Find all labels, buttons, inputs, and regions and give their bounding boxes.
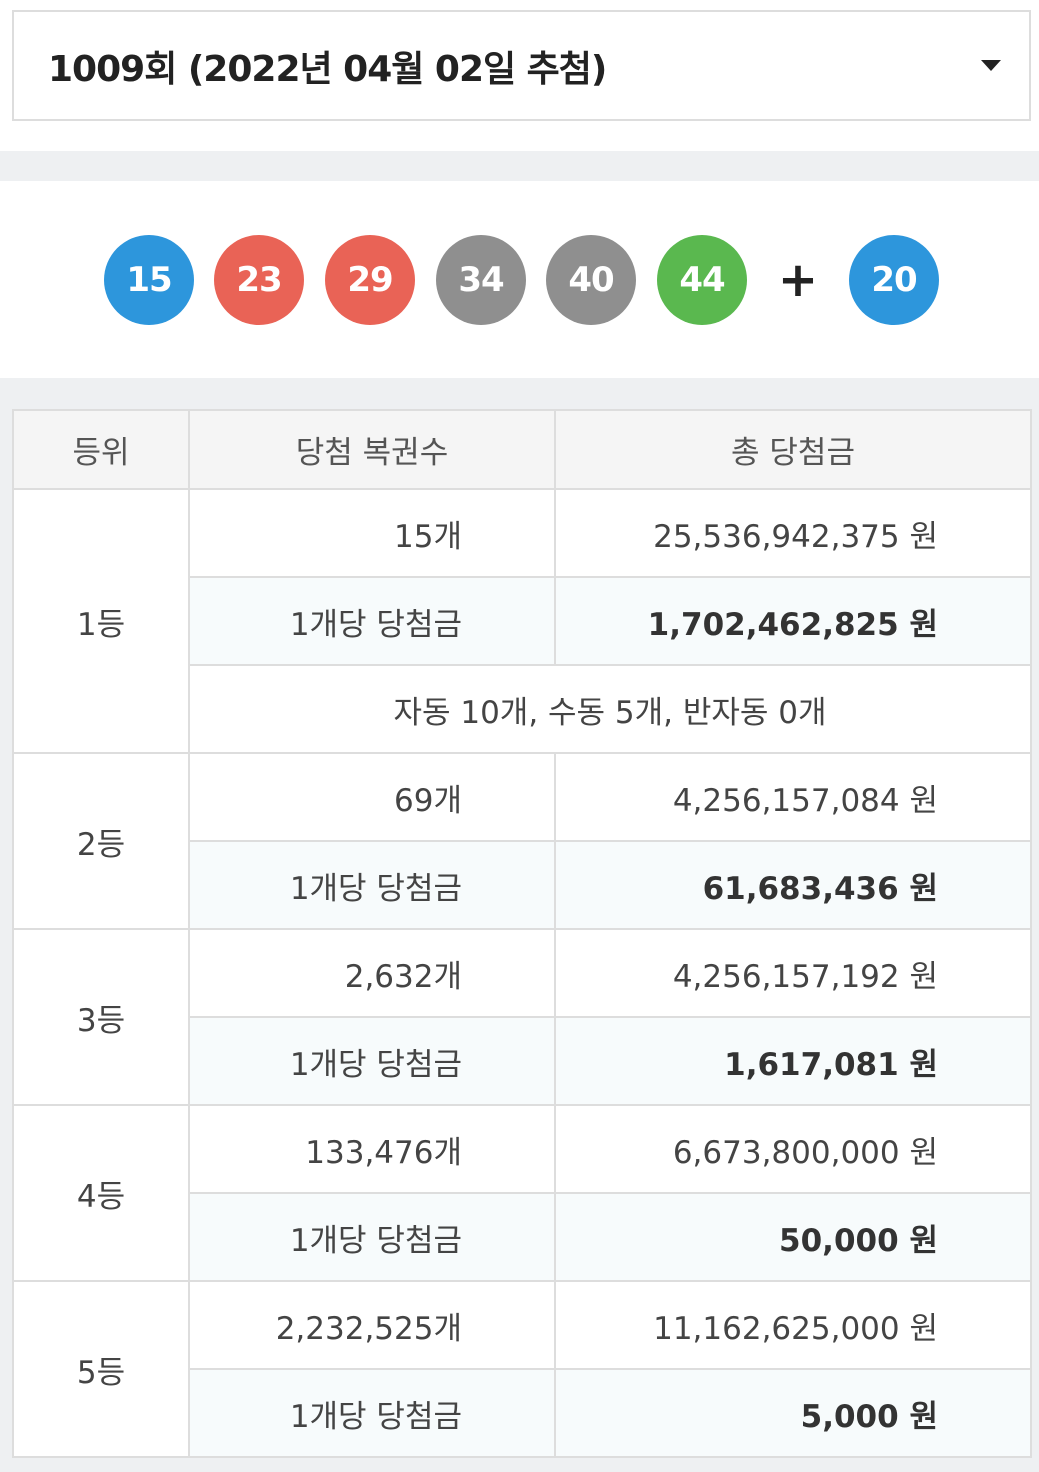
rank-cell: 4등 [12,1104,190,1282]
per-ticket-label: 1개당 당첨금 [188,1368,556,1458]
table-row: 1등 15개 25,536,942,375 원 [12,488,1032,754]
per-ticket-label: 1개당 당첨금 [188,1016,556,1106]
number-ball-1: 15 [104,235,194,325]
per-ticket-label: 1개당 당첨금 [188,840,556,930]
table-row: 1개당 당첨금 1,617,081 원 [13,1016,1032,1106]
table-row: 1개당 당첨금 50,000 원 [13,1192,1032,1282]
total-prize: 6,673,800,000 원 [554,1104,1032,1194]
winner-count: 2,632개 [188,928,556,1018]
table-row: 3등 2,632개 4,256,157,192 원 [12,928,1032,1106]
per-ticket-prize: 1,617,081 원 [554,1016,1032,1106]
total-prize: 11,162,625,000 원 [554,1280,1032,1370]
header-count: 당첨 복권수 [188,409,556,490]
bonus-ball: 20 [849,235,939,325]
per-ticket-prize: 50,000 원 [554,1192,1032,1282]
per-ticket-prize: 61,683,436 원 [554,840,1032,930]
round-select-label: 1009회 (2022년 04월 02일 추첨) [48,48,607,90]
per-ticket-label: 1개당 당첨금 [188,576,556,666]
header-rank: 등위 [12,409,190,490]
prize-table: 등위 당첨 복권수 총 당첨금 1등 15개 25,536,942,375 원 … [12,409,1032,1458]
round-select[interactable]: 1009회 (2022년 04월 02일 추첨) [12,10,1031,121]
header-total: 총 당첨금 [554,409,1032,490]
table-row: 1개당 당첨금 5,000 원 [13,1368,1032,1458]
table-row: 2등 69개 4,256,157,084 원 [12,752,1032,930]
winner-count: 69개 [188,752,556,842]
table-header-row: 등위 당첨 복권수 총 당첨금 [12,409,1032,490]
rank-cell: 5등 [12,1280,190,1458]
total-prize: 4,256,157,192 원 [554,928,1032,1018]
per-ticket-prize: 1,702,462,825 원 [554,576,1032,666]
rank-cell: 2등 [12,752,190,930]
section-divider [0,151,1039,181]
table-row: 5등 2,232,525개 11,162,625,000 원 [12,1280,1032,1458]
table-row: 자동 10개, 수동 5개, 반자동 0개 [13,664,1032,754]
chevron-down-icon[interactable] [981,60,1001,71]
rank-cell: 3등 [12,928,190,1106]
per-ticket-prize: 5,000 원 [554,1368,1032,1458]
number-ball-4: 34 [436,235,526,325]
winning-numbers: 15 23 29 34 40 44 + 20 [0,181,1039,378]
table-row: 1개당 당첨금 61,683,436 원 [13,840,1032,930]
table-row: 4등 133,476개 6,673,800,000 원 [12,1104,1032,1282]
number-ball-3: 29 [325,235,415,325]
rank-cell: 1등 [12,488,190,754]
number-ball-6: 44 [657,235,747,325]
total-prize: 25,536,942,375 원 [554,488,1032,578]
winner-count: 133,476개 [188,1104,556,1194]
purchase-type-note: 자동 10개, 수동 5개, 반자동 0개 [188,664,1032,754]
winner-count: 2,232,525개 [188,1280,556,1370]
number-ball-2: 23 [214,235,304,325]
total-prize: 4,256,157,084 원 [554,752,1032,842]
winner-count: 15개 [188,488,556,578]
number-ball-5: 40 [546,235,636,325]
per-ticket-label: 1개당 당첨금 [188,1192,556,1282]
table-row: 1개당 당첨금 1,702,462,825 원 [13,576,1032,666]
plus-icon: + [777,252,819,308]
